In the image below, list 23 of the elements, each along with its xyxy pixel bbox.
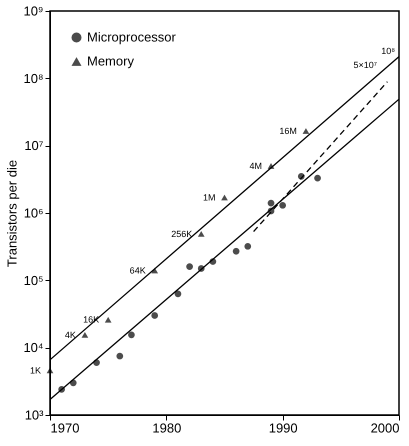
y-tick-label: 10⁴ [23, 340, 44, 356]
y-tick-label: 10³ [24, 408, 44, 422]
y-tick-label: 10⁹ [23, 4, 44, 18]
annotation: 1K [30, 365, 41, 376]
x-tick-label: 2000 [370, 420, 400, 436]
annotation: 4K [64, 330, 76, 340]
annotation: 256K [171, 228, 192, 239]
legend-label: Microprocessor [87, 30, 177, 44]
annotation: 4M [250, 160, 262, 171]
annotation: 1M [202, 192, 216, 202]
legend-label: Memory [87, 54, 134, 68]
annotation: 10⁸ [381, 46, 396, 56]
y-tick-label: 10⁷ [24, 138, 44, 154]
y-tick-label: 10⁶ [24, 206, 44, 220]
x-tick-label: 1980 [152, 420, 182, 436]
annotation: 5×10⁷ [353, 60, 377, 70]
annotation: 64K [130, 265, 146, 276]
y-axis-title: Transistors per die [4, 160, 20, 268]
y-tick-label: 10⁵ [24, 272, 44, 288]
annotation: 16M [279, 126, 297, 136]
x-tick-label: 1970 [50, 420, 80, 436]
y-tick-label: 10⁸ [24, 70, 44, 86]
x-tick-label: 1990 [268, 420, 298, 436]
